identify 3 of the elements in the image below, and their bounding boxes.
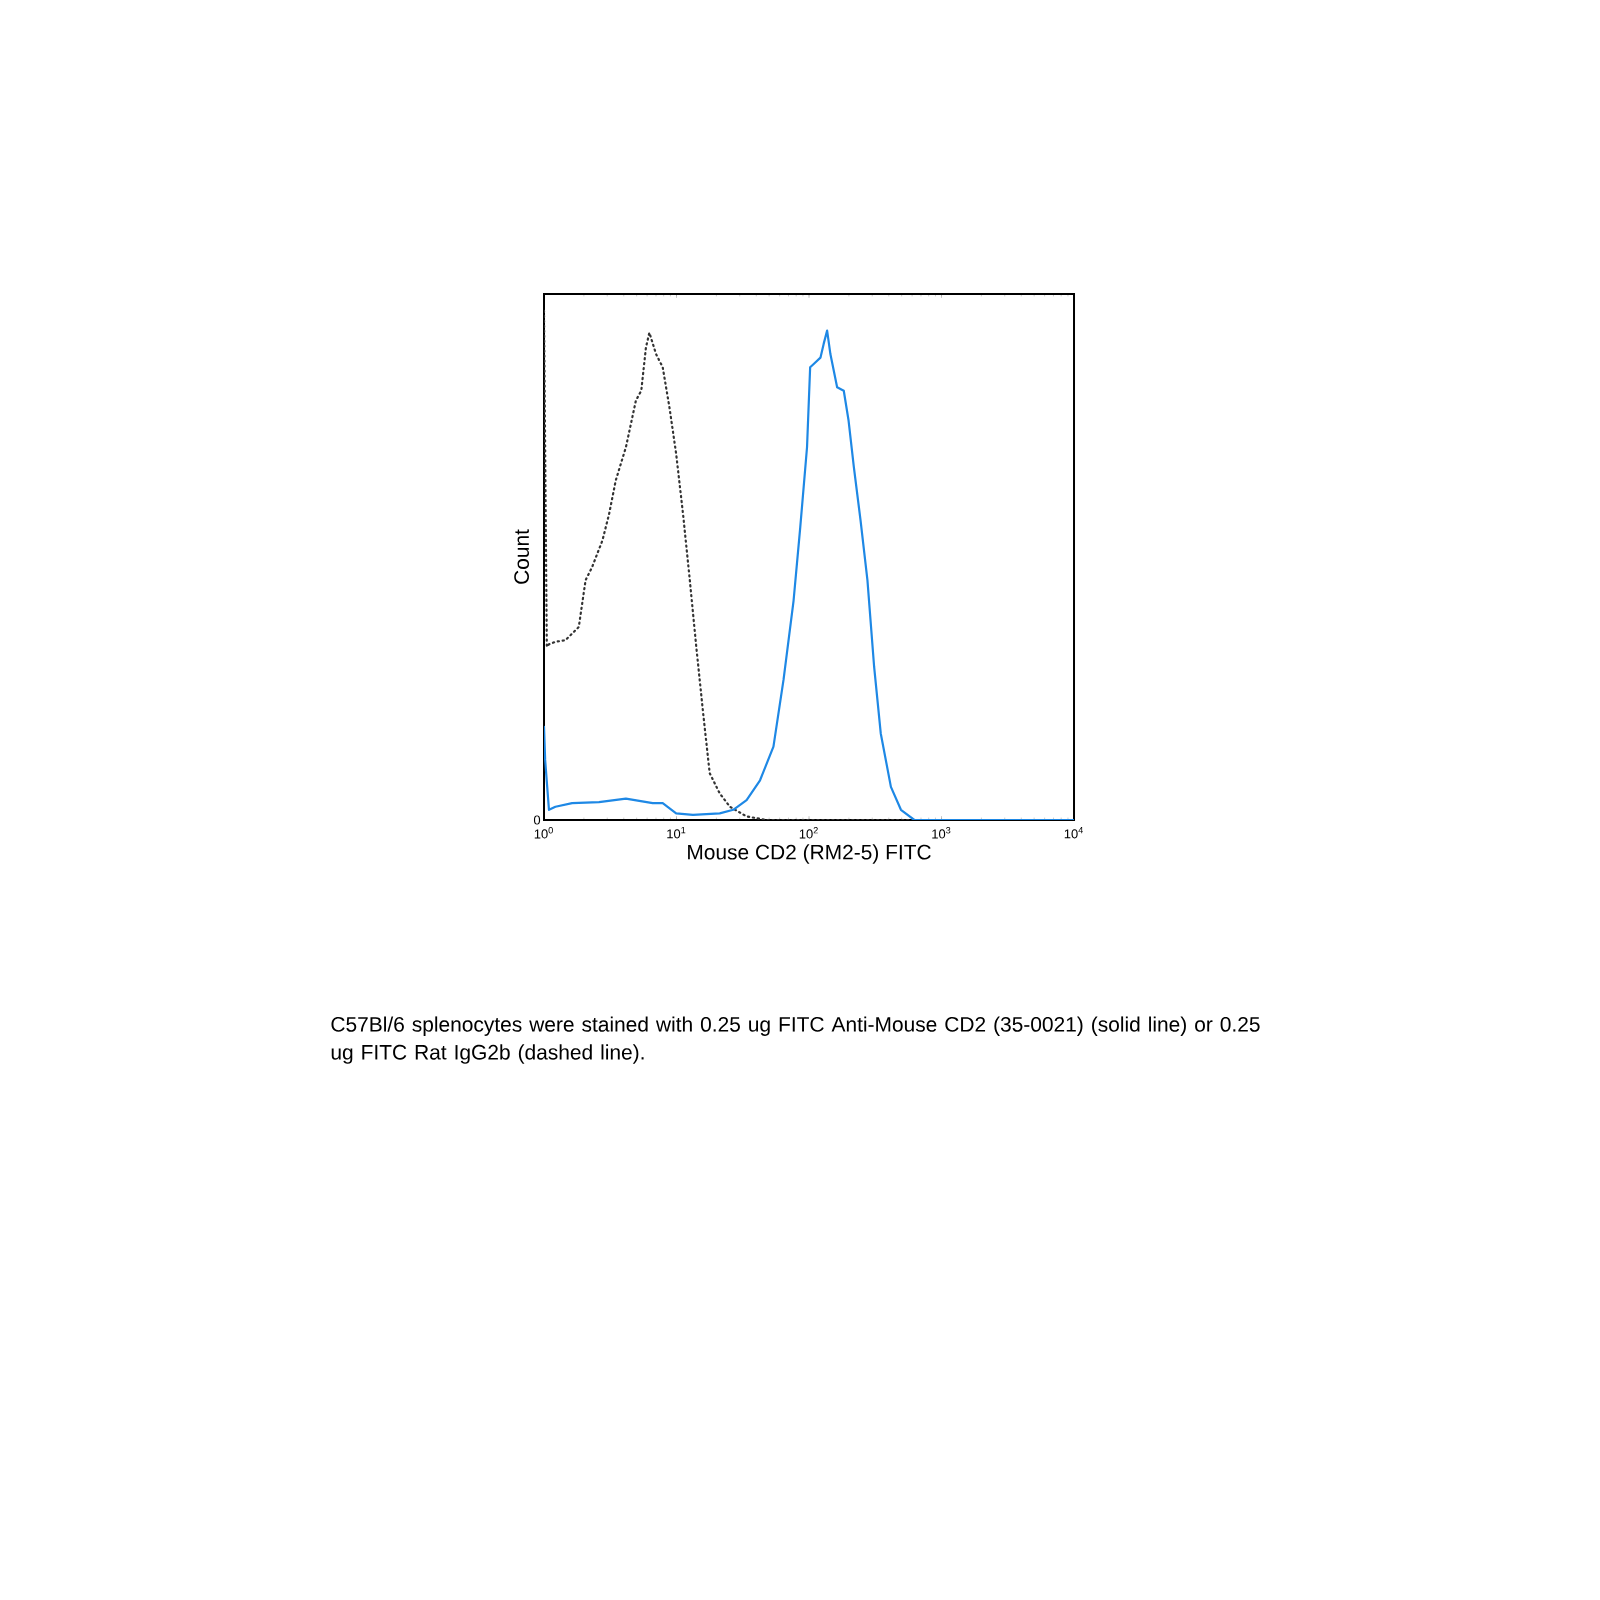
y-axis-title: Count — [514, 529, 530, 584]
x-axis-title: Mouse CD2 (RM2-5) FITC — [688, 844, 931, 864]
text: C57Bl/6 splenocytes were stained with 0.25 ug FITC Anti-Mouse CD2 (35-0021) (solid line) or 0.25 ug FITC Rat IgG2b (dashed line). — [331, 1016, 1260, 1064]
